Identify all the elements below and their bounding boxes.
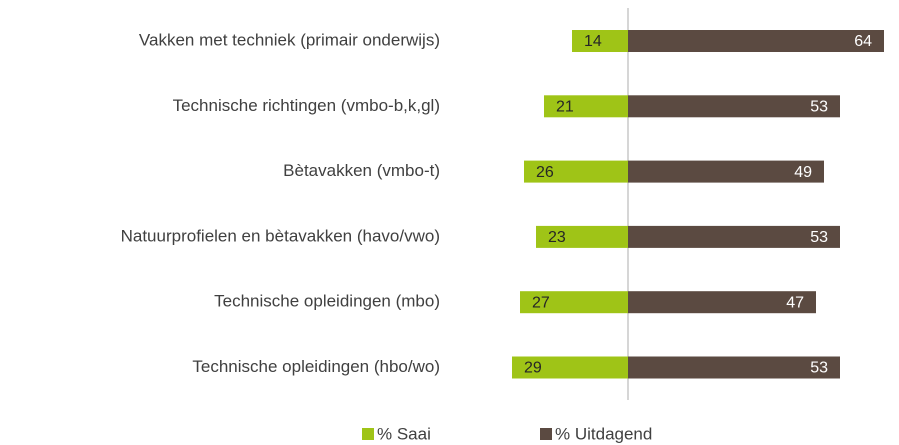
value-label: 47	[786, 294, 804, 311]
category-label: Natuurprofielen en bètavakken (havo/vwo)	[121, 226, 440, 245]
bar	[512, 356, 628, 379]
value-label: 21	[556, 99, 574, 116]
category-label: Technische richtingen (vmbo-b,k,gl)	[173, 96, 440, 115]
legend-swatch	[362, 428, 374, 440]
value-label: 64	[854, 33, 872, 50]
bar	[572, 30, 628, 52]
bar	[520, 291, 628, 314]
category-label: Bètavakken (vmbo-t)	[283, 161, 440, 180]
value-label: 27	[532, 294, 550, 311]
value-label: 53	[810, 99, 828, 116]
bar	[628, 356, 840, 379]
bar	[544, 95, 628, 118]
bar	[628, 291, 816, 314]
bar	[628, 30, 884, 52]
bar	[628, 225, 840, 248]
value-label: 26	[536, 164, 554, 181]
value-label: 29	[524, 360, 542, 377]
value-label: 49	[794, 164, 812, 181]
bar	[524, 160, 628, 183]
value-label: 53	[810, 360, 828, 377]
value-label: 53	[810, 229, 828, 246]
bar	[628, 95, 840, 118]
category-label: Technische opleidingen (hbo/wo)	[192, 357, 440, 376]
category-label: Technische opleidingen (mbo)	[214, 292, 440, 311]
bar	[536, 225, 628, 248]
legend-label: % Uitdagend	[555, 424, 652, 443]
legend-swatch	[540, 428, 552, 440]
legend-label: % Saai	[377, 424, 431, 443]
value-label: 14	[584, 33, 602, 50]
category-label: Vakken met techniek (primair onderwijs)	[139, 30, 440, 49]
bar	[628, 160, 824, 183]
value-label: 23	[548, 229, 566, 246]
